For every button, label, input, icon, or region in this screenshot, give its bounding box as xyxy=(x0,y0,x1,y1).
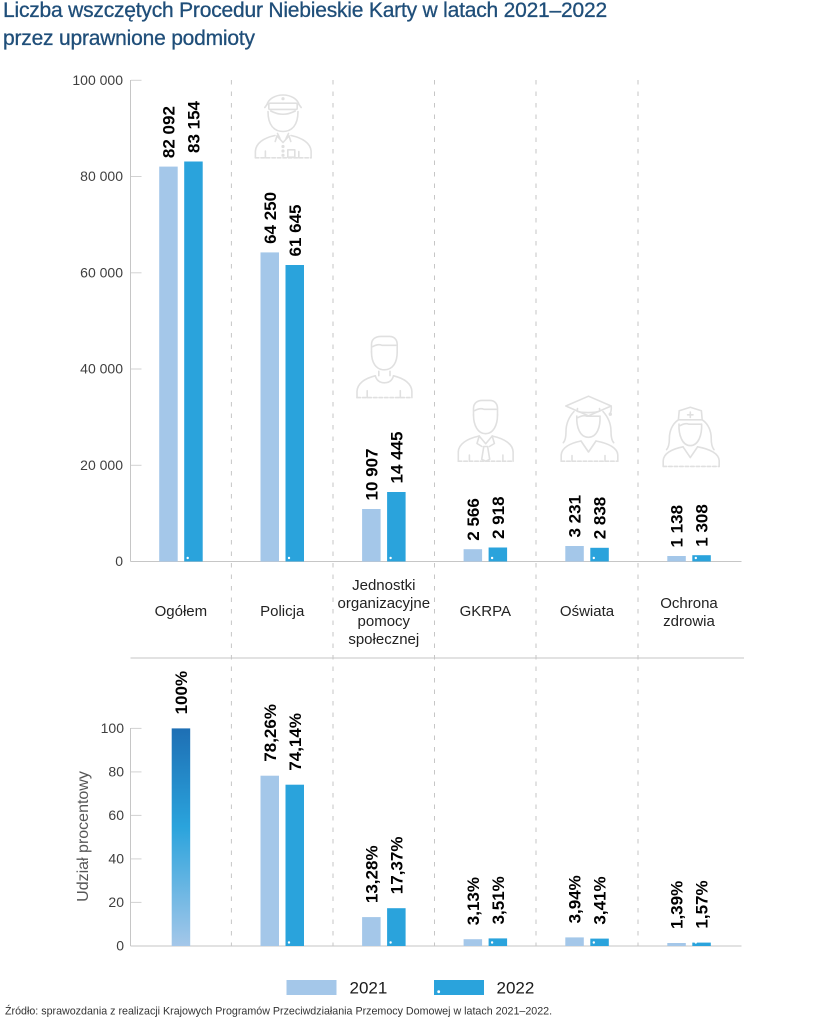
svg-text:80 000: 80 000 xyxy=(80,168,123,184)
svg-text:83 154: 83 154 xyxy=(185,100,204,153)
svg-text:60 000: 60 000 xyxy=(80,265,123,281)
svg-text:2 838: 2 838 xyxy=(591,497,610,540)
svg-text:1 308: 1 308 xyxy=(693,504,712,547)
svg-text:zdrowia: zdrowia xyxy=(663,613,715,630)
svg-text:GKRPA: GKRPA xyxy=(460,603,511,620)
svg-text:100%: 100% xyxy=(172,671,191,714)
svg-text:3,51%: 3,51% xyxy=(489,876,508,924)
svg-text:40 000: 40 000 xyxy=(80,361,123,377)
svg-text:20: 20 xyxy=(108,894,124,910)
svg-text:14 445: 14 445 xyxy=(388,432,407,484)
svg-text:74,14%: 74,14% xyxy=(286,713,305,771)
svg-text:100: 100 xyxy=(101,720,125,736)
svg-text:1,39%: 1,39% xyxy=(668,881,687,929)
svg-text:3,41%: 3,41% xyxy=(591,876,610,924)
svg-text:10 907: 10 907 xyxy=(363,449,382,501)
svg-text:2 918: 2 918 xyxy=(489,496,508,539)
svg-text:17,37%: 17,37% xyxy=(388,837,407,895)
svg-text:61 645: 61 645 xyxy=(286,205,305,257)
svg-text:3,13%: 3,13% xyxy=(464,877,483,925)
svg-text:100 000: 100 000 xyxy=(72,72,123,88)
svg-text:Oświata: Oświata xyxy=(560,603,615,620)
svg-text:społecznej: społecznej xyxy=(348,631,419,648)
svg-text:1 138: 1 138 xyxy=(668,505,687,548)
svg-text:Ochrona: Ochrona xyxy=(660,595,718,612)
svg-text:0: 0 xyxy=(116,938,124,954)
svg-text:2021: 2021 xyxy=(350,979,388,998)
svg-text:13,28%: 13,28% xyxy=(363,845,382,903)
svg-text:Jednostki: Jednostki xyxy=(352,577,415,594)
svg-text:60: 60 xyxy=(108,807,124,823)
svg-text:2022: 2022 xyxy=(497,979,535,998)
svg-text:64 250: 64 250 xyxy=(261,192,280,244)
svg-text:3 231: 3 231 xyxy=(566,495,585,538)
svg-text:80: 80 xyxy=(108,764,124,780)
svg-text:Ogółem: Ogółem xyxy=(155,603,208,620)
svg-text:0: 0 xyxy=(115,553,123,569)
svg-text:Źródło: sprawozdania z realiza: Źródło: sprawozdania z realizacji Krajow… xyxy=(5,1005,552,1018)
svg-text:Udział procentowy: Udział procentowy xyxy=(75,771,92,902)
svg-text:40: 40 xyxy=(108,851,124,867)
svg-text:pomocy: pomocy xyxy=(358,613,411,630)
svg-text:Policja: Policja xyxy=(260,603,305,620)
svg-text:organizacyjne: organizacyjne xyxy=(338,595,431,612)
svg-text:78,26%: 78,26% xyxy=(261,704,280,762)
svg-text:2 566: 2 566 xyxy=(464,498,483,541)
svg-text:1,57%: 1,57% xyxy=(693,880,712,928)
svg-text:20 000: 20 000 xyxy=(80,457,123,473)
svg-text:82 092: 82 092 xyxy=(160,106,179,158)
svg-text:3,94%: 3,94% xyxy=(566,875,585,923)
